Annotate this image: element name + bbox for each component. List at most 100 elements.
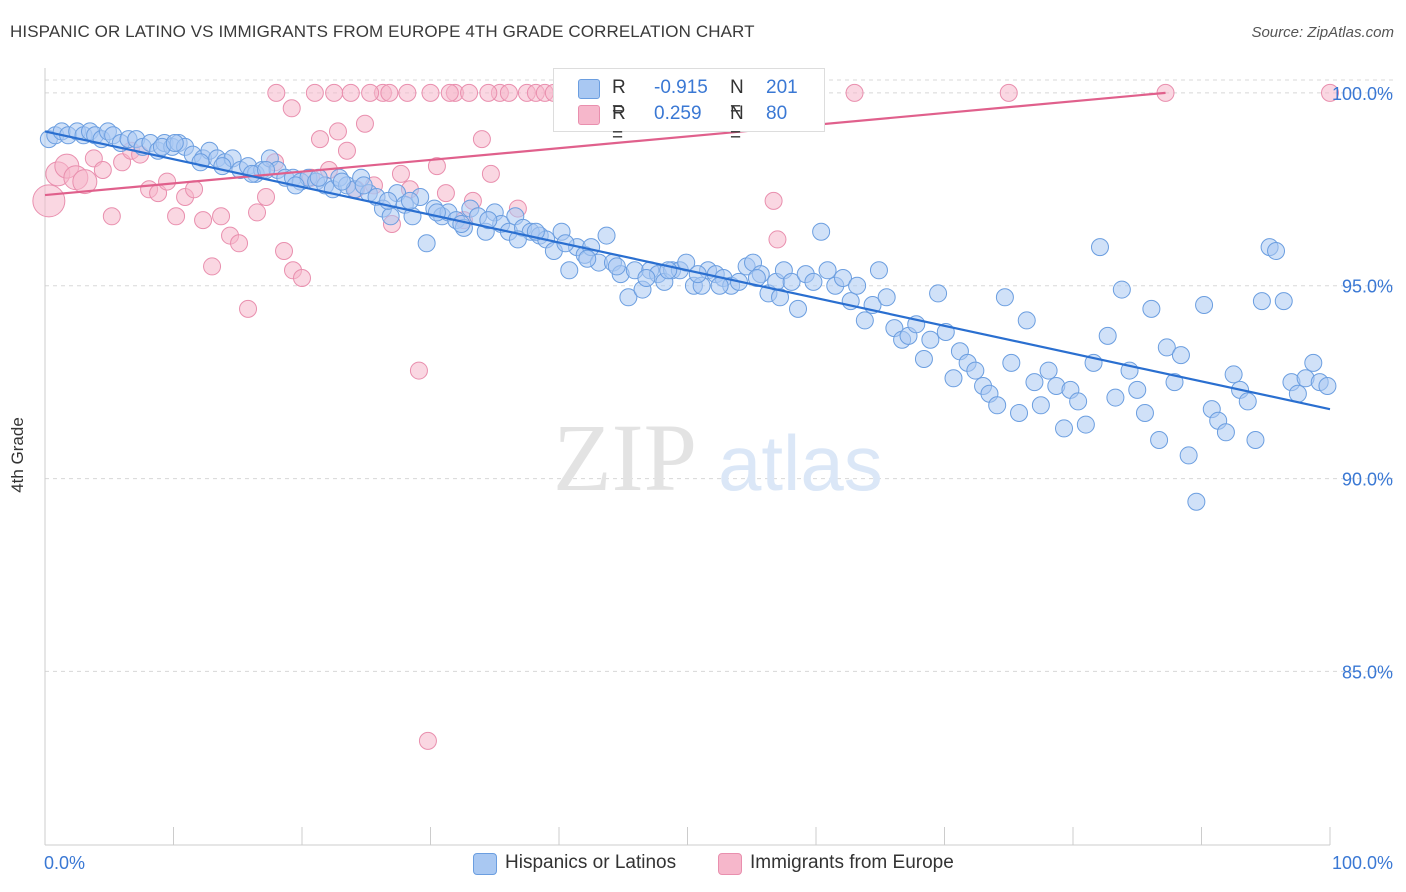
hispanic-point [1252,292,1271,311]
n-value: 80 [766,103,788,124]
hispanic-trend-line [44,130,1331,411]
europe-point [440,83,459,102]
immigrants-legend-swatch [718,853,742,875]
y-tick-label: 95.0% [1342,277,1393,297]
hispanic-point [1090,238,1109,257]
hispanic-point [1304,353,1323,372]
europe-point [768,230,787,249]
europe-point [102,207,121,226]
europe-point [337,141,356,160]
hispanic-point [1216,423,1235,442]
hispanic-point [929,284,948,303]
europe-point [409,361,428,380]
hispanic-point [332,172,351,191]
hispanic-point [1318,377,1337,395]
immigrants-swatch [578,105,600,125]
hispanic-point [1076,415,1095,434]
europe-point [267,83,286,102]
hispanic-point [479,211,498,230]
hispanic-point [1267,242,1286,260]
europe-point [472,130,491,149]
hispanic-point [400,191,419,210]
hispanics-or-latinos-points [39,122,1337,511]
x-tick-label-max: 100.0% [1332,853,1393,873]
europe-point [499,83,518,102]
x-tick-label-min: 0.0% [44,853,85,873]
europe-point [361,83,380,102]
stats-legend: R = -0.915 N = 201 R = 0.259 N = 80 [553,68,825,146]
hispanic-point [812,222,831,241]
hispanic-point [354,176,373,195]
hispanic-point [452,215,471,233]
europe-point [310,130,329,149]
europe-point [1321,83,1339,102]
hispanic-point [1031,396,1050,415]
legend-label: Hispanics or Latinos [505,852,677,873]
hispanic-point [619,288,638,307]
hispanic-point [1055,419,1074,438]
hispanic-point [1238,392,1257,411]
europe-point [185,180,204,199]
hispanic-point [1010,404,1029,422]
europe-point [32,184,66,218]
europe-point [167,207,186,226]
hispanic-point [710,276,729,295]
hispanic-point [191,153,210,172]
europe-point [427,157,446,176]
europe-point [398,83,417,102]
europe-point [481,164,500,183]
europe-point [391,164,410,183]
europe-point [328,122,347,141]
europe-trend-line [44,91,1166,197]
hispanic-point [1039,361,1058,380]
europe-point [293,269,311,287]
europe-point [93,161,112,179]
hispanic-point [988,396,1007,415]
europe-point [257,188,276,206]
hispanic-point [869,261,888,280]
hispanic-point [560,261,579,280]
hispanic-point [1165,373,1184,392]
hispanic-point [747,269,766,287]
hispanic-point [848,276,867,295]
trend-lines [44,91,1331,411]
europe-point [845,83,864,102]
europe-point [341,83,360,102]
hispanic-point [417,234,436,253]
hispanic-point [877,288,896,307]
europe-point [421,83,440,102]
watermark-zip: ZIP [553,404,697,511]
hispanic-point [1187,492,1206,511]
hispanic-point [855,311,874,330]
hispanic-point [782,272,801,291]
europe-point [248,203,267,222]
hispanic-point [1246,431,1265,449]
hispanic-point [1157,338,1176,357]
europe-point [194,211,213,230]
hispanic-point [1128,380,1147,399]
europe-point [460,83,479,102]
source-credit: Source: ZipAtlas.com [1251,24,1394,41]
hispanic-point [1069,392,1088,411]
europe-point [305,83,324,102]
hispanic-point [1135,404,1154,422]
hispanic-point [309,168,328,187]
europe-point [479,83,498,102]
hispanic-point [597,226,616,245]
hispanic-point [914,350,933,368]
r-label: R = [612,77,626,120]
watermark: ZIP atlas [553,404,883,511]
chart-title: HISPANIC OR LATINO VS IMMIGRANTS FROM EU… [10,22,755,41]
hispanic-point [1142,299,1161,318]
europe-point [203,257,222,276]
hispanic-point [165,134,184,152]
hispanic-point [1195,296,1214,314]
r-value: 0.259 [654,103,702,124]
legend-label: Immigrants from Europe [750,852,954,873]
hispanic-point [1274,292,1293,311]
y-tick-label: 90.0% [1342,470,1393,490]
hispanic-point [1171,346,1190,365]
hispanic-point [966,361,985,380]
hispanic-point [1025,373,1044,392]
europe-point [239,299,258,318]
